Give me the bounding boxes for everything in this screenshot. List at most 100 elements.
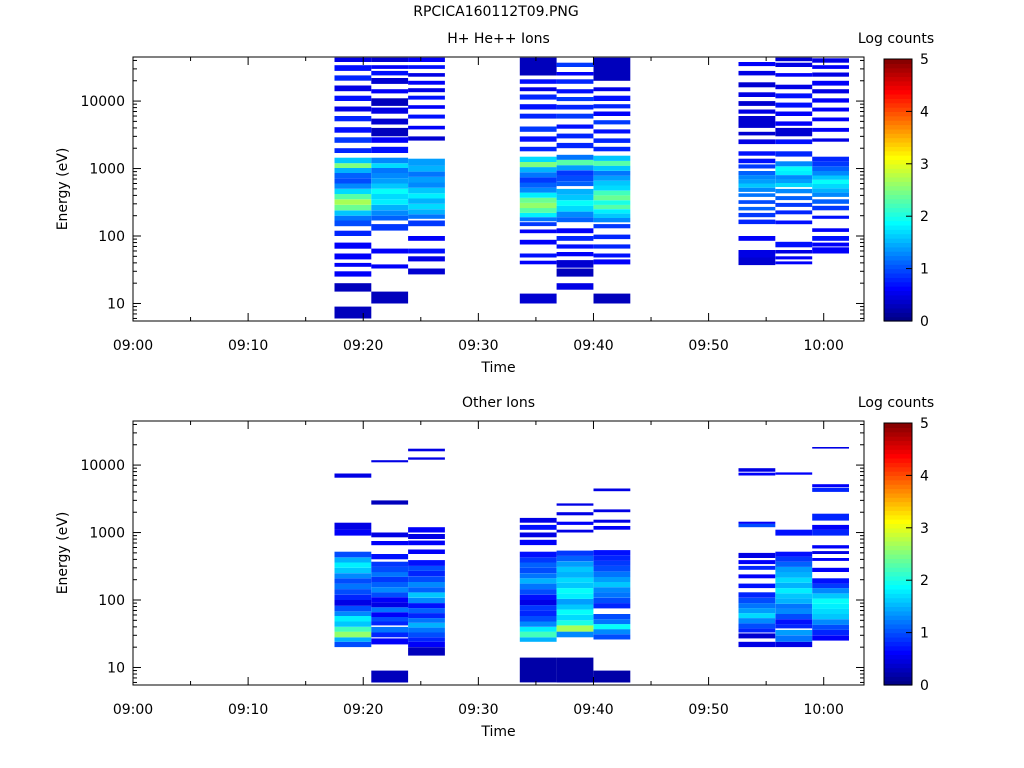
colorbar-segment: [884, 540, 912, 546]
heatmap-cell: [519, 197, 557, 203]
heatmap-cell: [812, 156, 849, 162]
colorbar-segment: [884, 488, 912, 494]
heatmap-cell: [812, 558, 849, 561]
page-title: RPCICA160112T09.PNG: [413, 4, 579, 20]
heatmap-cell: [408, 73, 445, 77]
colorbar-segment: [884, 431, 912, 437]
heatmap-cell: [371, 532, 409, 538]
heatmap-cell: [556, 170, 594, 176]
heatmap-cell: [408, 576, 445, 582]
heatmap-cell: [775, 202, 813, 207]
colorbar-segment: [884, 615, 912, 621]
y-tick-label: 10: [107, 660, 125, 676]
heatmap-cell: [519, 583, 557, 590]
heatmap-cell: [519, 79, 557, 84]
heatmap-cell: [775, 188, 813, 194]
colorbar-segment: [884, 492, 912, 498]
colorbar-segment: [884, 497, 912, 503]
heatmap-cell: [519, 589, 557, 595]
heatmap-cell: [519, 162, 557, 168]
colorbar-segment: [884, 580, 912, 586]
x-tick-label: 09:50: [688, 338, 728, 354]
heatmap-cell: [408, 570, 445, 577]
heatmap-cell: [408, 125, 445, 130]
heatmap-cell: [371, 183, 409, 189]
colorbar-segment: [884, 163, 912, 169]
colorbar-segment: [884, 294, 912, 300]
colorbar-segment: [884, 80, 912, 86]
heatmap-cell: [812, 524, 849, 530]
colorbar-segment: [884, 268, 912, 274]
heatmap-cell: [334, 594, 372, 600]
heatmap-cell: [738, 82, 776, 88]
heatmap-cell: [408, 193, 445, 199]
colorbar-segment: [884, 181, 912, 187]
colorbar-segment: [884, 264, 912, 270]
colorbar-segment: [884, 645, 912, 651]
heatmap-cell: [738, 92, 776, 97]
heatmap-cell: [371, 602, 409, 608]
heatmap-cell: [408, 80, 445, 85]
heatmap-cell: [556, 593, 594, 599]
colorbar-tick-label: 0: [920, 314, 929, 330]
heatmap-cell: [812, 72, 849, 77]
heatmap-cell: [738, 552, 776, 558]
heatmap-cell: [556, 566, 594, 573]
heatmap-cell: [593, 104, 631, 109]
colorbar-tick-label: 3: [920, 521, 929, 537]
heatmap-cell: [556, 615, 594, 621]
heatmap-cell: [812, 242, 849, 247]
heatmap-cell: [371, 210, 409, 216]
heatmap-cell: [556, 159, 594, 166]
heatmap-cell: [775, 588, 813, 594]
colorbar-segment: [884, 671, 912, 677]
heatmap-cell: [519, 539, 557, 546]
colorbar-segment: [884, 115, 912, 121]
heatmap-cell: [775, 472, 813, 475]
heatmap-cell: [812, 629, 849, 636]
heatmap-cell: [334, 183, 372, 189]
heatmap-cell: [334, 163, 372, 168]
heatmap-cell: [738, 206, 776, 211]
heatmap-cell: [812, 138, 849, 142]
heatmap-cell: [593, 565, 631, 572]
heatmap-cell: [556, 625, 594, 632]
heatmap-cell: [334, 95, 372, 101]
colorbar-segment: [884, 259, 912, 265]
heatmap-cell: [371, 291, 409, 304]
colorbar-segment: [884, 85, 912, 91]
heatmap-cell: [775, 196, 813, 201]
colorbar-segment: [884, 220, 912, 226]
heatmap-cell: [408, 632, 445, 638]
heatmap-cell: [593, 670, 631, 683]
heatmap-cell: [775, 250, 813, 254]
heatmap-cell: [812, 551, 849, 554]
heatmap-cell: [775, 171, 813, 176]
heatmap-cell: [775, 566, 813, 573]
heatmap-cell: [556, 97, 594, 102]
heatmap-cell: [593, 195, 631, 201]
heatmap-cell: [334, 204, 372, 211]
heatmap-cell: [738, 565, 776, 570]
heatmap-cell: [334, 631, 372, 638]
heatmap-cell: [519, 177, 557, 183]
heatmap-cell: [408, 603, 445, 609]
heatmap-cell: [812, 228, 849, 232]
heatmap-cell: [519, 87, 557, 92]
heatmap-cell: [812, 236, 849, 241]
heatmap-cell: [408, 209, 445, 215]
heatmap-cell: [556, 561, 594, 567]
heatmap-cell: [775, 241, 813, 248]
heatmap-cell: [738, 109, 776, 114]
heatmap-cell: [775, 93, 813, 99]
heatmap-cell: [775, 139, 813, 145]
heatmap-cell: [593, 165, 631, 171]
heatmap-cell: [334, 551, 372, 558]
colorbar-segment: [884, 272, 912, 278]
heatmap-cell: [593, 614, 631, 620]
heatmap-cell: [334, 262, 372, 267]
heatmap-cell: [519, 610, 557, 616]
heatmap-cell: [519, 104, 557, 110]
heatmap-cell: [775, 635, 813, 642]
heatmap-cell: [371, 500, 409, 505]
